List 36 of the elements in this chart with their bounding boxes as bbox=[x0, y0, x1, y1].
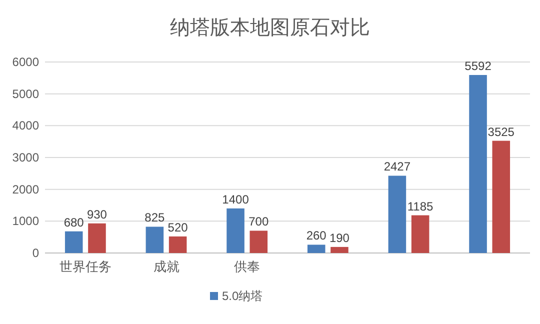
y-tick-label: 1000 bbox=[12, 214, 40, 228]
data-label: 520 bbox=[168, 220, 188, 234]
bar bbox=[307, 244, 326, 253]
y-tick-label: 6000 bbox=[12, 55, 40, 69]
chart-title: 纳塔版本地图原石对比 bbox=[170, 17, 370, 39]
bar bbox=[168, 236, 187, 253]
y-tick-label: 3000 bbox=[12, 150, 40, 164]
legend-label: 5.0纳塔 bbox=[222, 289, 263, 303]
bar bbox=[492, 140, 510, 253]
data-label: 260 bbox=[306, 228, 327, 243]
bar bbox=[226, 208, 244, 253]
y-tick-label: 0 bbox=[32, 246, 40, 260]
bar bbox=[250, 230, 268, 253]
bar bbox=[146, 226, 164, 253]
data-label: 825 bbox=[144, 210, 166, 225]
x-tick-label: 供奉 bbox=[234, 259, 260, 274]
x-tick-label: 成就 bbox=[153, 259, 180, 274]
data-label: 5592 bbox=[464, 58, 492, 73]
data-label: 680 bbox=[64, 215, 84, 230]
y-tick-label: 5000 bbox=[12, 86, 40, 101]
y-tick-label: 2000 bbox=[12, 182, 40, 196]
data-label: 3525 bbox=[488, 124, 515, 139]
data-label: 1185 bbox=[407, 199, 434, 214]
data-label: 190 bbox=[329, 230, 350, 245]
y-tick-label: 4000 bbox=[12, 118, 40, 133]
x-tick-label: 世界任务 bbox=[59, 259, 112, 274]
data-label: 2427 bbox=[384, 160, 411, 174]
bar bbox=[64, 231, 83, 253]
bar bbox=[330, 246, 348, 253]
bar bbox=[88, 223, 106, 253]
bar bbox=[388, 176, 406, 253]
bar bbox=[411, 215, 430, 253]
data-label: 930 bbox=[86, 207, 108, 222]
data-label: 1400 bbox=[222, 192, 250, 206]
data-label: 700 bbox=[248, 214, 269, 229]
bar bbox=[469, 74, 487, 253]
